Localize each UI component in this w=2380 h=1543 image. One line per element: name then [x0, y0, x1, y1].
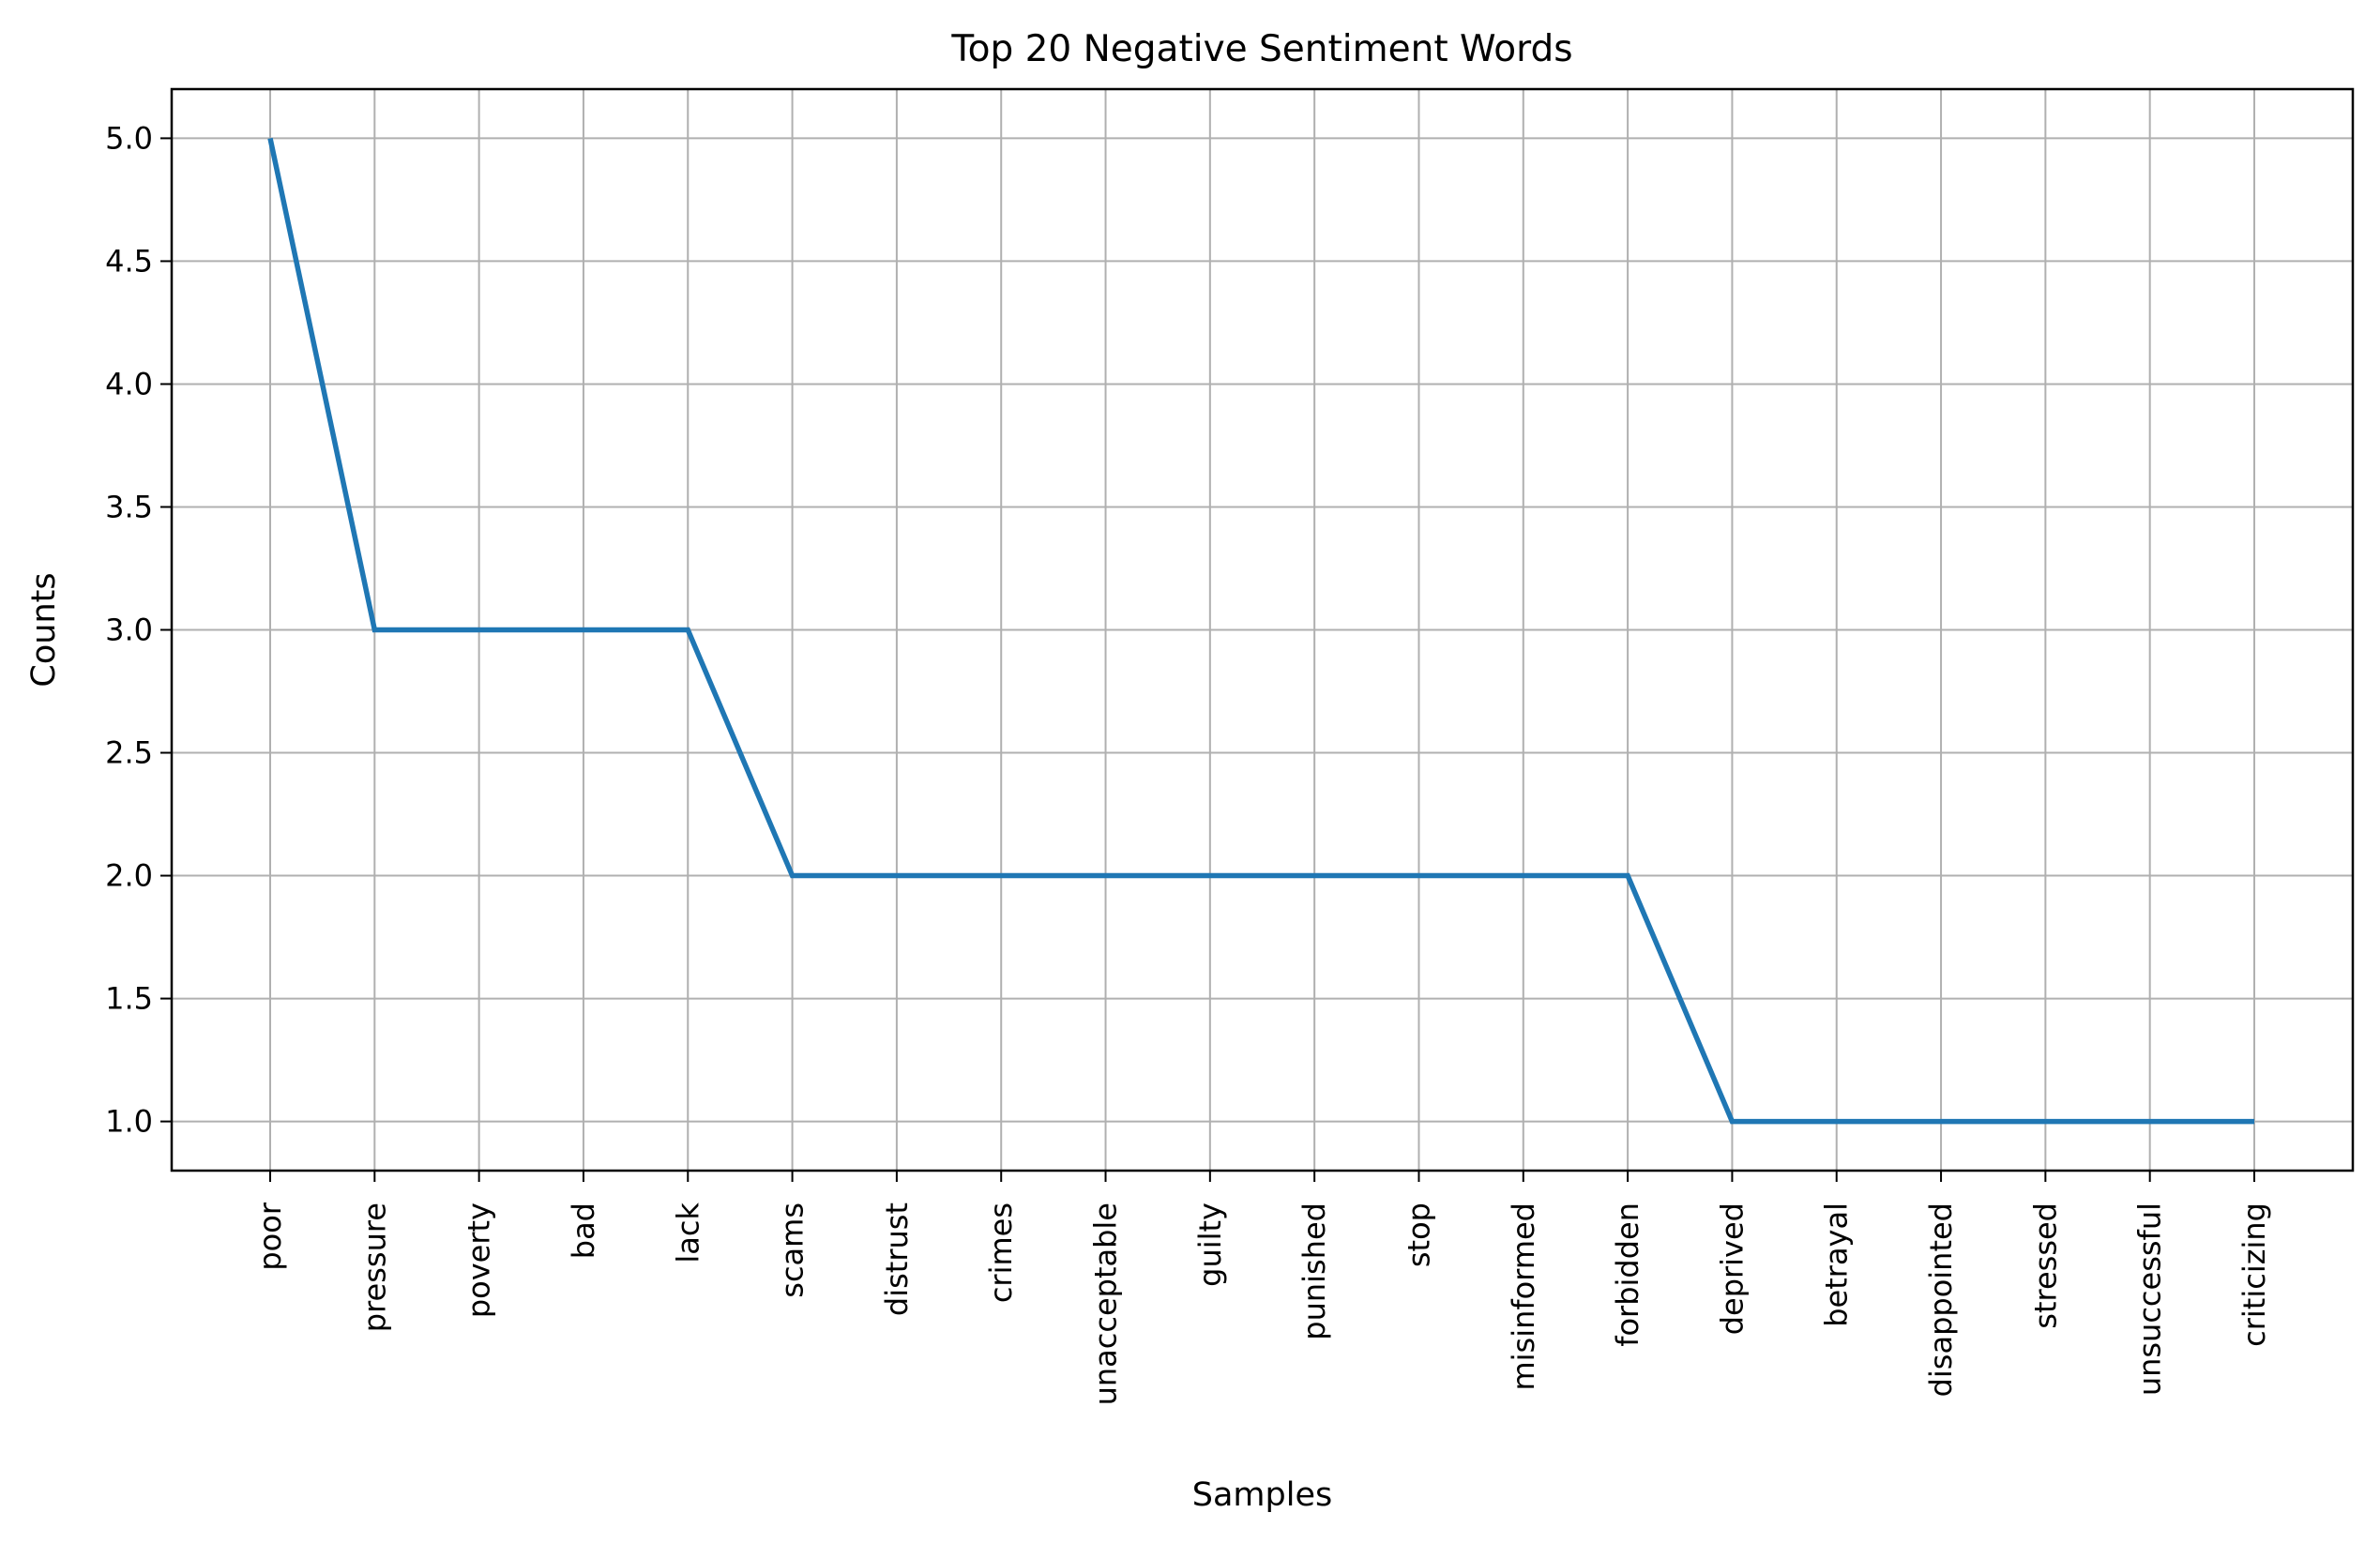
x-tick-label: guilty: [1192, 1203, 1228, 1287]
y-tick-label: 2.5: [105, 735, 153, 771]
x-tick-label: pressure: [356, 1203, 392, 1332]
x-tick-label: stressed: [2027, 1203, 2063, 1329]
series-line: [267, 137, 2254, 1125]
y-tick-label: 3.0: [105, 613, 153, 648]
x-tick-label: bad: [566, 1203, 601, 1259]
x-tick-label: forbidden: [1610, 1203, 1645, 1347]
series-layer: [267, 137, 2254, 1125]
y-tick-label: 5.0: [105, 120, 153, 156]
x-tick-label: unacceptable: [1088, 1203, 1124, 1405]
x-tick-label: crimes: [983, 1203, 1019, 1303]
x-tick-label: scams: [775, 1203, 811, 1298]
grid-layer: [172, 89, 2353, 1171]
x-tick-label: lack: [670, 1203, 705, 1263]
x-tick-label: misinformed: [1506, 1203, 1541, 1391]
y-tick-label: 4.0: [105, 366, 153, 401]
y-tick-label: 3.5: [105, 489, 153, 524]
x-tick-label: poverty: [462, 1203, 497, 1318]
chart-title: Top 20 Negative Sentiment Words: [950, 28, 1572, 70]
x-tick-label: criticizing: [2236, 1203, 2272, 1347]
x-tick-label: distrust: [879, 1203, 915, 1316]
x-tick-label: poor: [252, 1202, 288, 1270]
y-tick-label: 4.5: [105, 243, 153, 279]
x-tick-label: betrayal: [1819, 1203, 1855, 1327]
y-tick-label: 2.0: [105, 858, 153, 894]
y-tick-label: 1.0: [105, 1104, 153, 1140]
ticks-layer: poor pressure poverty bad lack scams distrust c…: [105, 120, 2272, 1405]
x-tick-label: disappointed: [1923, 1203, 1959, 1397]
plot-frame: [170, 87, 2355, 1172]
x-tick-label: stop: [1401, 1203, 1436, 1267]
y-axis-label: Counts: [25, 572, 63, 687]
x-tick-label: punished: [1296, 1203, 1332, 1340]
x-tick-label: unsuccessful: [2132, 1203, 2168, 1396]
x-axis-label: Samples: [1192, 1476, 1332, 1514]
x-tick-label: deprived: [1714, 1203, 1750, 1335]
y-tick-label: 1.5: [105, 981, 153, 1017]
